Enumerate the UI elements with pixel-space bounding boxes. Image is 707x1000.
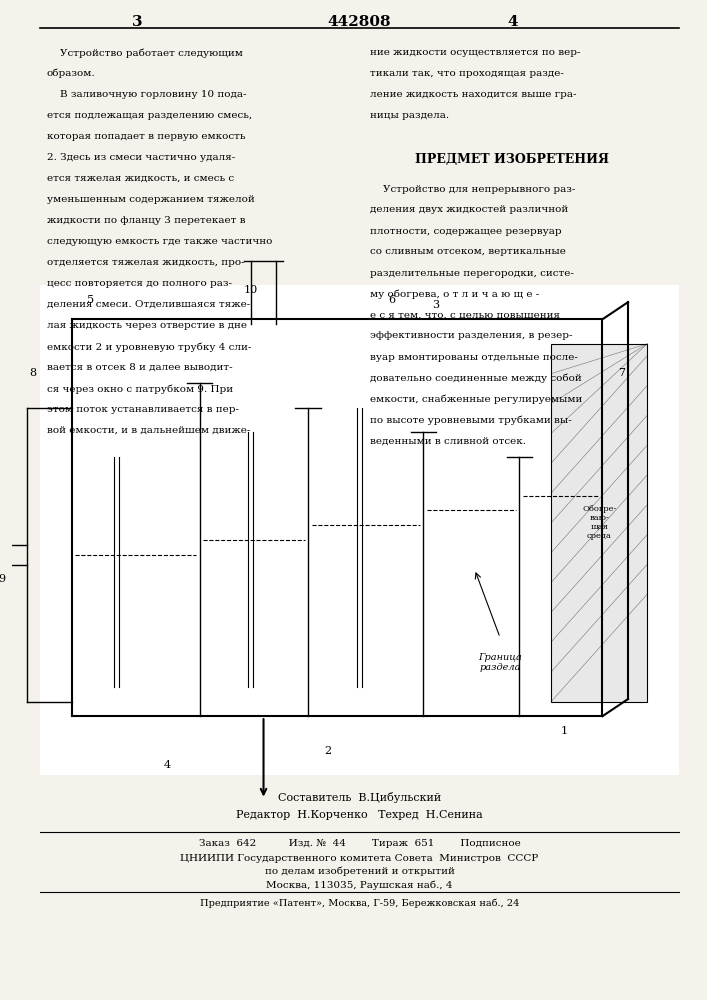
Text: Москва, 113035, Раушская наб., 4: Москва, 113035, Раушская наб., 4 (267, 880, 452, 890)
Text: Предприятие «Патент», Москва, Г-59, Бережковская наб., 24: Предприятие «Патент», Москва, Г-59, Бере… (200, 899, 519, 909)
Text: по высоте уровневыми трубками вы-: по высоте уровневыми трубками вы- (370, 416, 572, 425)
Text: деления смеси. Отделившаяся тяже-: деления смеси. Отделившаяся тяже- (47, 300, 250, 309)
Text: вается в отсек 8 и далее выводит-: вается в отсек 8 и далее выводит- (47, 363, 233, 372)
Text: 3: 3 (132, 15, 142, 29)
Text: е с я тем, что, с целью повышения: е с я тем, что, с целью повышения (370, 310, 560, 320)
Text: 2. Здесь из смеси частично удаля-: 2. Здесь из смеси частично удаля- (47, 153, 235, 162)
Text: 2: 2 (324, 745, 331, 756)
Text: довательно соединенные между собой: довательно соединенные между собой (370, 373, 582, 383)
Text: емкости, снабженные регулируемыми: емкости, снабженные регулируемыми (370, 395, 583, 404)
Text: 8: 8 (30, 368, 37, 378)
Text: уменьшенным содержанием тяжелой: уменьшенным содержанием тяжелой (47, 195, 255, 204)
Text: Граница
раздела: Граница раздела (478, 653, 522, 672)
Text: Устройство для непрерывного раз-: Устройство для непрерывного раз- (370, 184, 575, 194)
Text: Редактор  Н.Корченко   Техред  Н.Сенина: Редактор Н.Корченко Техред Н.Сенина (236, 810, 483, 820)
Text: емкости 2 и уровневую трубку 4 сли-: емкости 2 и уровневую трубку 4 сли- (47, 342, 251, 352)
Text: ется тяжелая жидкость, и смесь с: ется тяжелая жидкость, и смесь с (47, 174, 234, 183)
Text: которая попадает в первую емкость: которая попадает в первую емкость (47, 132, 245, 141)
Text: 6: 6 (388, 295, 395, 305)
Text: жидкости по фланцу 3 перетекает в: жидкости по фланцу 3 перетекает в (47, 216, 245, 225)
Text: 5: 5 (87, 295, 95, 305)
Text: эффективности разделения, в резер-: эффективности разделения, в резер- (370, 332, 573, 340)
Text: цесс повторяется до полного раз-: цесс повторяется до полного раз- (47, 279, 232, 288)
Bar (551, 344, 647, 702)
Text: 9: 9 (0, 574, 5, 584)
Text: разделительные перегородки, систе-: разделительные перегородки, систе- (370, 268, 574, 277)
Text: 4: 4 (164, 760, 171, 770)
Text: 10: 10 (244, 285, 258, 295)
Text: 4: 4 (507, 15, 518, 29)
Text: этом поток устанавливается в пер-: этом поток устанавливается в пер- (47, 405, 239, 414)
Text: 442808: 442808 (327, 15, 391, 29)
Text: ление жидкость находится выше гра-: ление жидкость находится выше гра- (370, 90, 576, 99)
Text: тикали так, что проходящая разде-: тикали так, что проходящая разде- (370, 69, 563, 78)
Text: плотности, содержащее резервуар: плотности, содержащее резервуар (370, 227, 561, 235)
Text: 1: 1 (561, 726, 568, 736)
Text: ся через окно с патрубком 9. При: ся через окно с патрубком 9. При (47, 384, 233, 393)
Text: ние жидкости осуществляется по вер-: ние жидкости осуществляется по вер- (370, 48, 580, 57)
Text: В заливочную горловину 10 пода-: В заливочную горловину 10 пода- (47, 90, 246, 99)
Text: ется подлежащая разделению смесь,: ется подлежащая разделению смесь, (47, 111, 252, 120)
Text: вой емкости, и в дальнейшем движе-: вой емкости, и в дальнейшем движе- (47, 426, 250, 435)
Bar (40, 285, 679, 775)
Text: Устройство работает следующим: Устройство работает следующим (47, 48, 243, 57)
Text: 7: 7 (618, 368, 625, 378)
Text: вуар вмонтированы отдельные после-: вуар вмонтированы отдельные после- (370, 353, 578, 361)
Text: образом.: образом. (47, 69, 95, 79)
Text: ницы раздела.: ницы раздела. (370, 111, 449, 120)
Text: Заказ  642          Изд. №  44        Тираж  651        Подписное: Заказ 642 Изд. № 44 Тираж 651 Подписное (199, 839, 520, 848)
Text: по делам изобретений и открытий: по делам изобретений и открытий (264, 867, 455, 876)
Text: 3: 3 (433, 300, 440, 310)
Text: ЦНИИПИ Государственного комитета Совета  Министров  СССР: ЦНИИПИ Государственного комитета Совета … (180, 854, 539, 863)
Text: Составитель  В.Цибульский: Составитель В.Цибульский (278, 792, 441, 803)
Text: со сливным отсеком, вертикальные: со сливным отсеком, вертикальные (370, 247, 566, 256)
Text: ПРЕДМЕТ ИЗОБРЕТЕНИЯ: ПРЕДМЕТ ИЗОБРЕТЕНИЯ (416, 153, 609, 166)
Text: отделяется тяжелая жидкость, про-: отделяется тяжелая жидкость, про- (47, 258, 245, 267)
Text: лая жидкость через отверстие в дне: лая жидкость через отверстие в дне (47, 321, 247, 330)
Text: Обогре-
ваю-
щая
среда: Обогре- ваю- щая среда (582, 505, 617, 540)
Text: му обогрева, о т л и ч а ю щ е -: му обогрева, о т л и ч а ю щ е - (370, 290, 539, 299)
Text: деления двух жидкостей различной: деления двух жидкостей различной (370, 206, 568, 215)
Text: веденными в сливной отсек.: веденными в сливной отсек. (370, 436, 526, 446)
Text: следующую емкость где также частично: следующую емкость где также частично (47, 237, 272, 246)
